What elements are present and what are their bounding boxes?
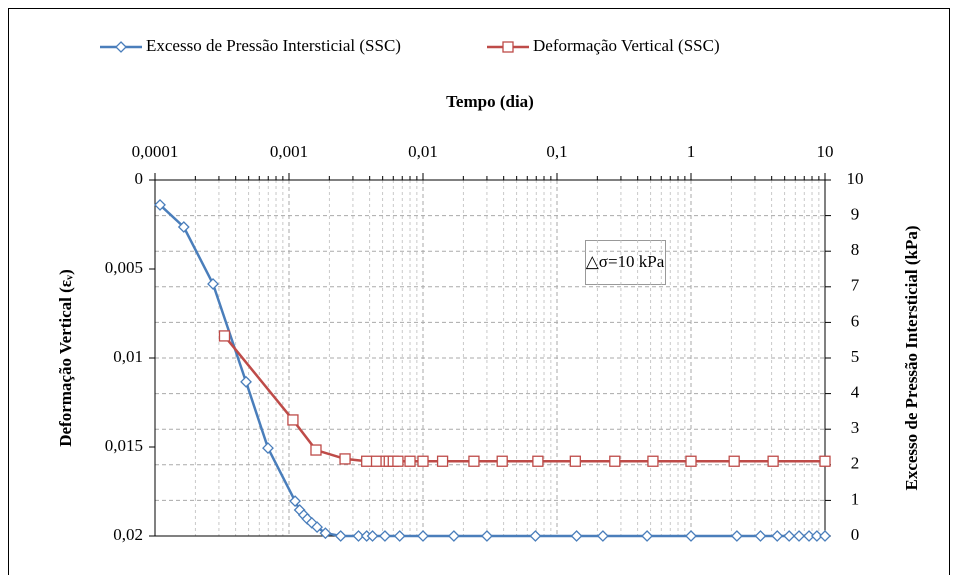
data-point [783, 530, 796, 542]
data-point [287, 414, 299, 426]
data-point [647, 455, 659, 467]
y2-tick-label: 9 [851, 205, 860, 224]
chart-title: Tempo (dia) [446, 92, 534, 111]
data-point [609, 455, 621, 467]
y-tick-label: 0,02 [113, 525, 143, 544]
data-point [262, 442, 274, 454]
data-point [352, 530, 365, 542]
data-point [393, 530, 406, 542]
data-point [154, 199, 166, 211]
y2-tick-label: 4 [851, 383, 860, 402]
y2-tick-label: 0 [851, 525, 860, 544]
data-point [685, 530, 697, 542]
data-point [728, 455, 740, 467]
x-tick-label: 0,01 [408, 142, 438, 161]
y2-tick-label: 1 [851, 489, 860, 508]
data-point [392, 455, 404, 467]
data-point [641, 530, 653, 542]
data-point [370, 455, 383, 467]
x-tick-label: 0,1 [546, 142, 567, 161]
data-point [207, 278, 219, 290]
data-point [793, 530, 805, 542]
data-point [436, 455, 449, 467]
data-point [334, 530, 347, 542]
series-line [223, 335, 825, 463]
data-point [730, 530, 743, 542]
data-point [803, 530, 815, 542]
data-point [379, 530, 391, 542]
annotation-box [585, 240, 666, 285]
data-point [468, 455, 480, 467]
data-point [177, 221, 190, 233]
data-point [417, 530, 429, 542]
x-tick-label: 1 [687, 142, 696, 161]
x-tick-label: 0,0001 [132, 142, 179, 161]
y-tick-label: 0,015 [105, 436, 143, 455]
data-point [771, 530, 784, 542]
x-tick-label: 10 [817, 142, 834, 161]
data-point [447, 530, 460, 542]
data-point [361, 455, 373, 467]
data-point [481, 530, 493, 542]
data-point [289, 495, 301, 508]
y2-tick-label: 7 [851, 276, 860, 295]
data-point [339, 453, 351, 465]
annotation: △σ=10 kPa [586, 252, 665, 271]
y2-tick-label: 3 [851, 418, 860, 437]
data-point [596, 530, 609, 542]
y2-tick-label: 10 [847, 169, 864, 188]
data-point [496, 455, 508, 467]
x-tick-label: 0,001 [270, 142, 308, 161]
data-point [569, 455, 581, 467]
data-point [366, 530, 379, 542]
series-line [159, 204, 825, 538]
legend-label: Excesso de Pressão Intersticial (SSC) [146, 36, 401, 55]
y2-tick-label: 5 [851, 347, 860, 366]
data-point [570, 530, 583, 542]
y2-axis-label: Excesso de Pressão Intersticial (kPa) [902, 225, 921, 490]
y-tick-label: 0,005 [105, 258, 143, 277]
data-point [218, 330, 231, 342]
y-axis-label: Deformação Vertical (εᵥ) [56, 269, 75, 447]
data-point [311, 521, 323, 534]
legend-marker [115, 41, 127, 53]
y2-tick-label: 6 [851, 311, 860, 330]
data-point [685, 455, 697, 467]
data-point [310, 444, 322, 456]
data-point [819, 530, 831, 542]
data-point [404, 455, 416, 467]
y2-tick-label: 2 [851, 454, 860, 473]
data-point [819, 455, 831, 467]
data-point [810, 530, 823, 542]
y2-tick-label: 8 [851, 240, 860, 259]
data-point [240, 375, 252, 388]
data-point [529, 530, 542, 542]
data-point [767, 455, 779, 467]
data-point [319, 527, 332, 540]
legend-marker [502, 41, 514, 53]
data-point [532, 455, 544, 467]
legend-label: Deformação Vertical (SSC) [533, 36, 720, 55]
y-tick-label: 0 [135, 169, 144, 188]
y-tick-label: 0,01 [113, 347, 143, 366]
data-point [754, 530, 767, 542]
data-point [417, 455, 429, 467]
